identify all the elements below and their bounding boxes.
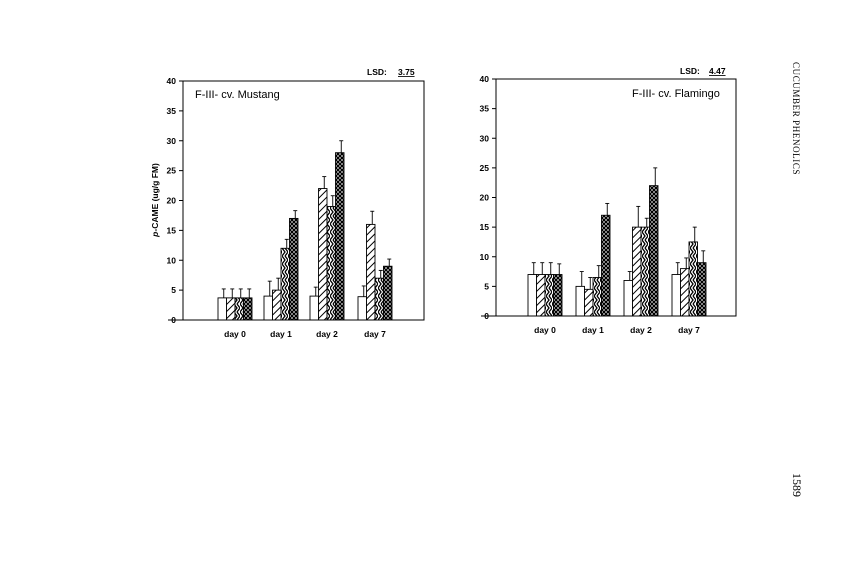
y-tick-label: 20 (480, 193, 490, 203)
bar-zigzag (280, 247, 290, 321)
chart-flamingo: F-III- cv. Flamingo LSD: 4.47 0510152025… (480, 66, 737, 335)
lsd-value: 3.75 (398, 67, 415, 77)
y-tick-label: 25 (480, 163, 490, 173)
lsd-label: LSD: (367, 67, 387, 77)
lsd-value: 4.47 (709, 66, 726, 76)
bar-open (623, 280, 633, 317)
y-tick-label: 5 (484, 281, 489, 291)
chart-title: F-III- cv. Mustang (195, 89, 280, 101)
bar-zigzag (688, 241, 698, 317)
bar-zigzag (374, 277, 384, 321)
y-tick-label: 15 (480, 222, 490, 232)
y-tick-label: 5 (171, 285, 176, 295)
bar-zigzag (234, 297, 244, 321)
bar-diagonal (632, 226, 642, 317)
bar-zigzag (592, 277, 602, 317)
bar-crosshatch (649, 185, 659, 317)
x-tick-label: day 1 (582, 325, 604, 335)
y-tick-label: 40 (167, 76, 177, 86)
y-axis-label-italic: p (150, 232, 160, 238)
x-tick-label: day 1 (270, 329, 292, 339)
y-tick-label: 25 (167, 166, 177, 176)
y-tick-label: 10 (480, 252, 490, 262)
bar-crosshatch (383, 265, 393, 321)
bar-diagonal (680, 268, 690, 317)
y-axis-label-rest: -CAME (ug/g FM) (150, 163, 160, 232)
y-tick-label: 10 (167, 255, 177, 265)
bar-open (217, 297, 227, 321)
bar-crosshatch (335, 152, 345, 321)
bar-open (309, 295, 319, 321)
bar-diagonal (584, 288, 594, 317)
bar-diagonal (272, 289, 282, 321)
y-tick-label: 35 (480, 104, 490, 114)
y-axis-label: p-CAME (ug/g FM) (150, 163, 160, 238)
bar-open (527, 274, 537, 317)
bar-open (357, 296, 367, 321)
bar-crosshatch (601, 214, 611, 317)
x-tick-labels: day 0 day 1 day 2 day 7 (534, 325, 700, 335)
running-head: CUCUMBER PHENOLICS (791, 62, 801, 175)
bar-open (575, 285, 585, 317)
bar-open (671, 274, 681, 317)
bar-diagonal (366, 223, 376, 321)
y-tick-label: 35 (167, 106, 177, 116)
x-tick-label: day 2 (630, 325, 652, 335)
bar-crosshatch (553, 274, 563, 317)
y-tick-label: 20 (167, 196, 177, 206)
bars (527, 167, 707, 317)
x-tick-label: day 7 (678, 325, 700, 335)
y-tick-label: 30 (167, 136, 177, 146)
chart-mustang: F-III- cv. Mustang LSD: 3.75 p-CAME (ug/… (150, 67, 425, 339)
bar-crosshatch (697, 262, 707, 317)
x-tick-label: day 7 (364, 329, 386, 339)
bar-diagonal (536, 274, 546, 317)
plot-frame (182, 80, 425, 321)
bar-zigzag (544, 274, 554, 317)
bar-diagonal (318, 188, 328, 321)
page-number: 1589 (790, 473, 804, 497)
lsd-label: LSD: (680, 66, 700, 76)
x-tick-labels: day 0 day 1 day 2 day 7 (224, 329, 386, 339)
bar-zigzag (326, 206, 336, 321)
bars (217, 140, 393, 321)
chart-title: F-III- cv. Flamingo (632, 88, 720, 100)
y-tick-label: 30 (480, 133, 490, 143)
lsd-annotation: LSD: 4.47 (680, 66, 726, 76)
x-tick-label: day 2 (316, 329, 338, 339)
bar-crosshatch (289, 217, 299, 321)
lsd-annotation: LSD: 3.75 (367, 67, 415, 77)
bar-crosshatch (243, 297, 253, 321)
x-tick-label: day 0 (534, 325, 556, 335)
bar-zigzag (640, 226, 650, 317)
y-tick-label: 40 (480, 74, 490, 84)
x-tick-label: day 0 (224, 329, 246, 339)
y-tick-label: 15 (167, 225, 177, 235)
bar-open (263, 295, 273, 321)
plot-frame (495, 78, 737, 317)
bar-diagonal (226, 297, 236, 321)
